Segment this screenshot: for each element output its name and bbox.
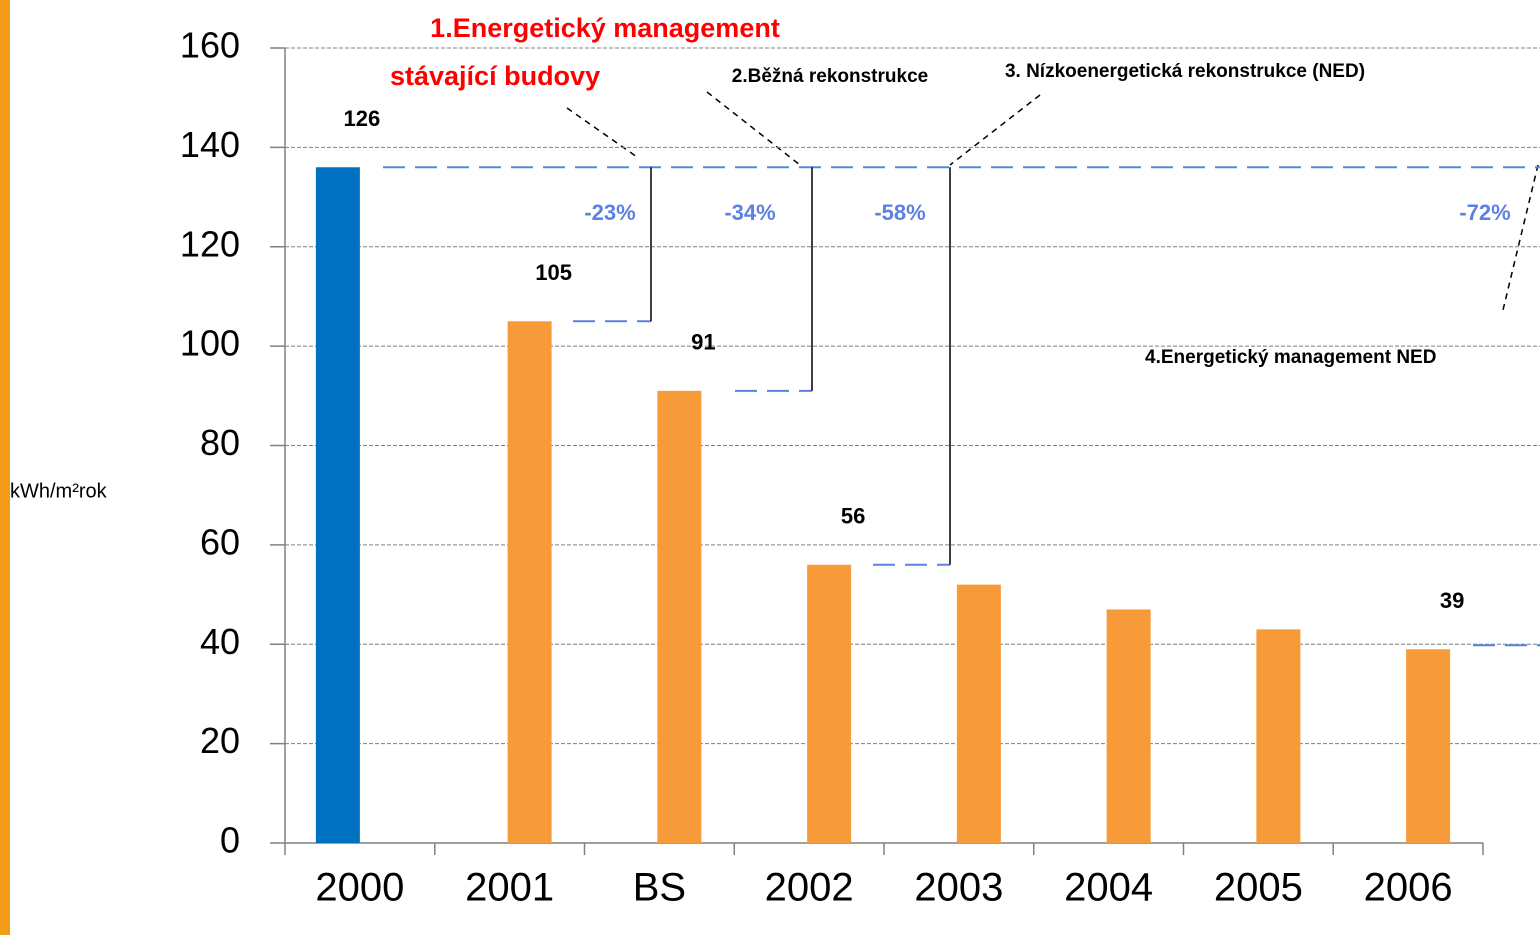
leader-line: [566, 107, 638, 158]
x-tick-label: 2006: [1364, 866, 1453, 910]
bar: [956, 584, 1001, 843]
reduction-label: -34%: [724, 200, 775, 225]
data-label: 105: [535, 260, 572, 285]
bar: [1406, 649, 1451, 843]
y-tick-label: 20: [200, 720, 240, 761]
reduction-label: -23%: [584, 200, 635, 225]
y-axis-label: kWh/m²rok: [10, 480, 108, 502]
bar: [507, 321, 552, 843]
annotation: stávající budovy: [390, 61, 600, 91]
leader-line: [706, 91, 801, 166]
x-tick-label: 2004: [1064, 866, 1153, 910]
bar: [657, 390, 702, 843]
data-label: 39: [1440, 588, 1464, 613]
y-tick-label: 120: [180, 223, 240, 264]
bar: [1106, 609, 1151, 843]
y-tick-label: 40: [200, 621, 240, 662]
annotation: 3. Nízkoenergetická rekonstrukce (NED): [1005, 61, 1365, 82]
bar: [315, 167, 360, 843]
x-tick-label: 2000: [315, 866, 404, 910]
y-tick-label: 100: [180, 323, 240, 364]
x-tick-label: 2003: [914, 866, 1003, 910]
side-strip: [0, 0, 10, 935]
leader-line: [1502, 164, 1539, 311]
reduction-label: -72%: [1459, 200, 1510, 225]
x-tick-label: 2005: [1214, 866, 1303, 910]
annotation: 1.Energetický management: [430, 13, 780, 43]
y-tick-label: 0: [220, 820, 240, 861]
data-label: 91: [691, 330, 715, 355]
x-tick-label: 2001: [465, 866, 554, 910]
leader-line: [949, 94, 1041, 166]
y-tick-label: 160: [180, 25, 240, 66]
reduction-label: -58%: [874, 200, 925, 225]
data-label: 126: [344, 106, 381, 131]
leader-lines: [566, 91, 1539, 311]
y-tick-label: 140: [180, 124, 240, 165]
x-tick-label: BS: [633, 866, 686, 910]
annotation: 2.Běžná rekonstrukce: [732, 66, 928, 87]
bar: [807, 564, 852, 843]
y-tick-label: 60: [200, 521, 240, 562]
bar: [1256, 629, 1301, 843]
annotation: 4.Energetický management NED: [1145, 347, 1436, 368]
x-tick-label: 2002: [765, 866, 854, 910]
data-label: 56: [841, 504, 865, 529]
y-tick-label: 80: [200, 422, 240, 463]
